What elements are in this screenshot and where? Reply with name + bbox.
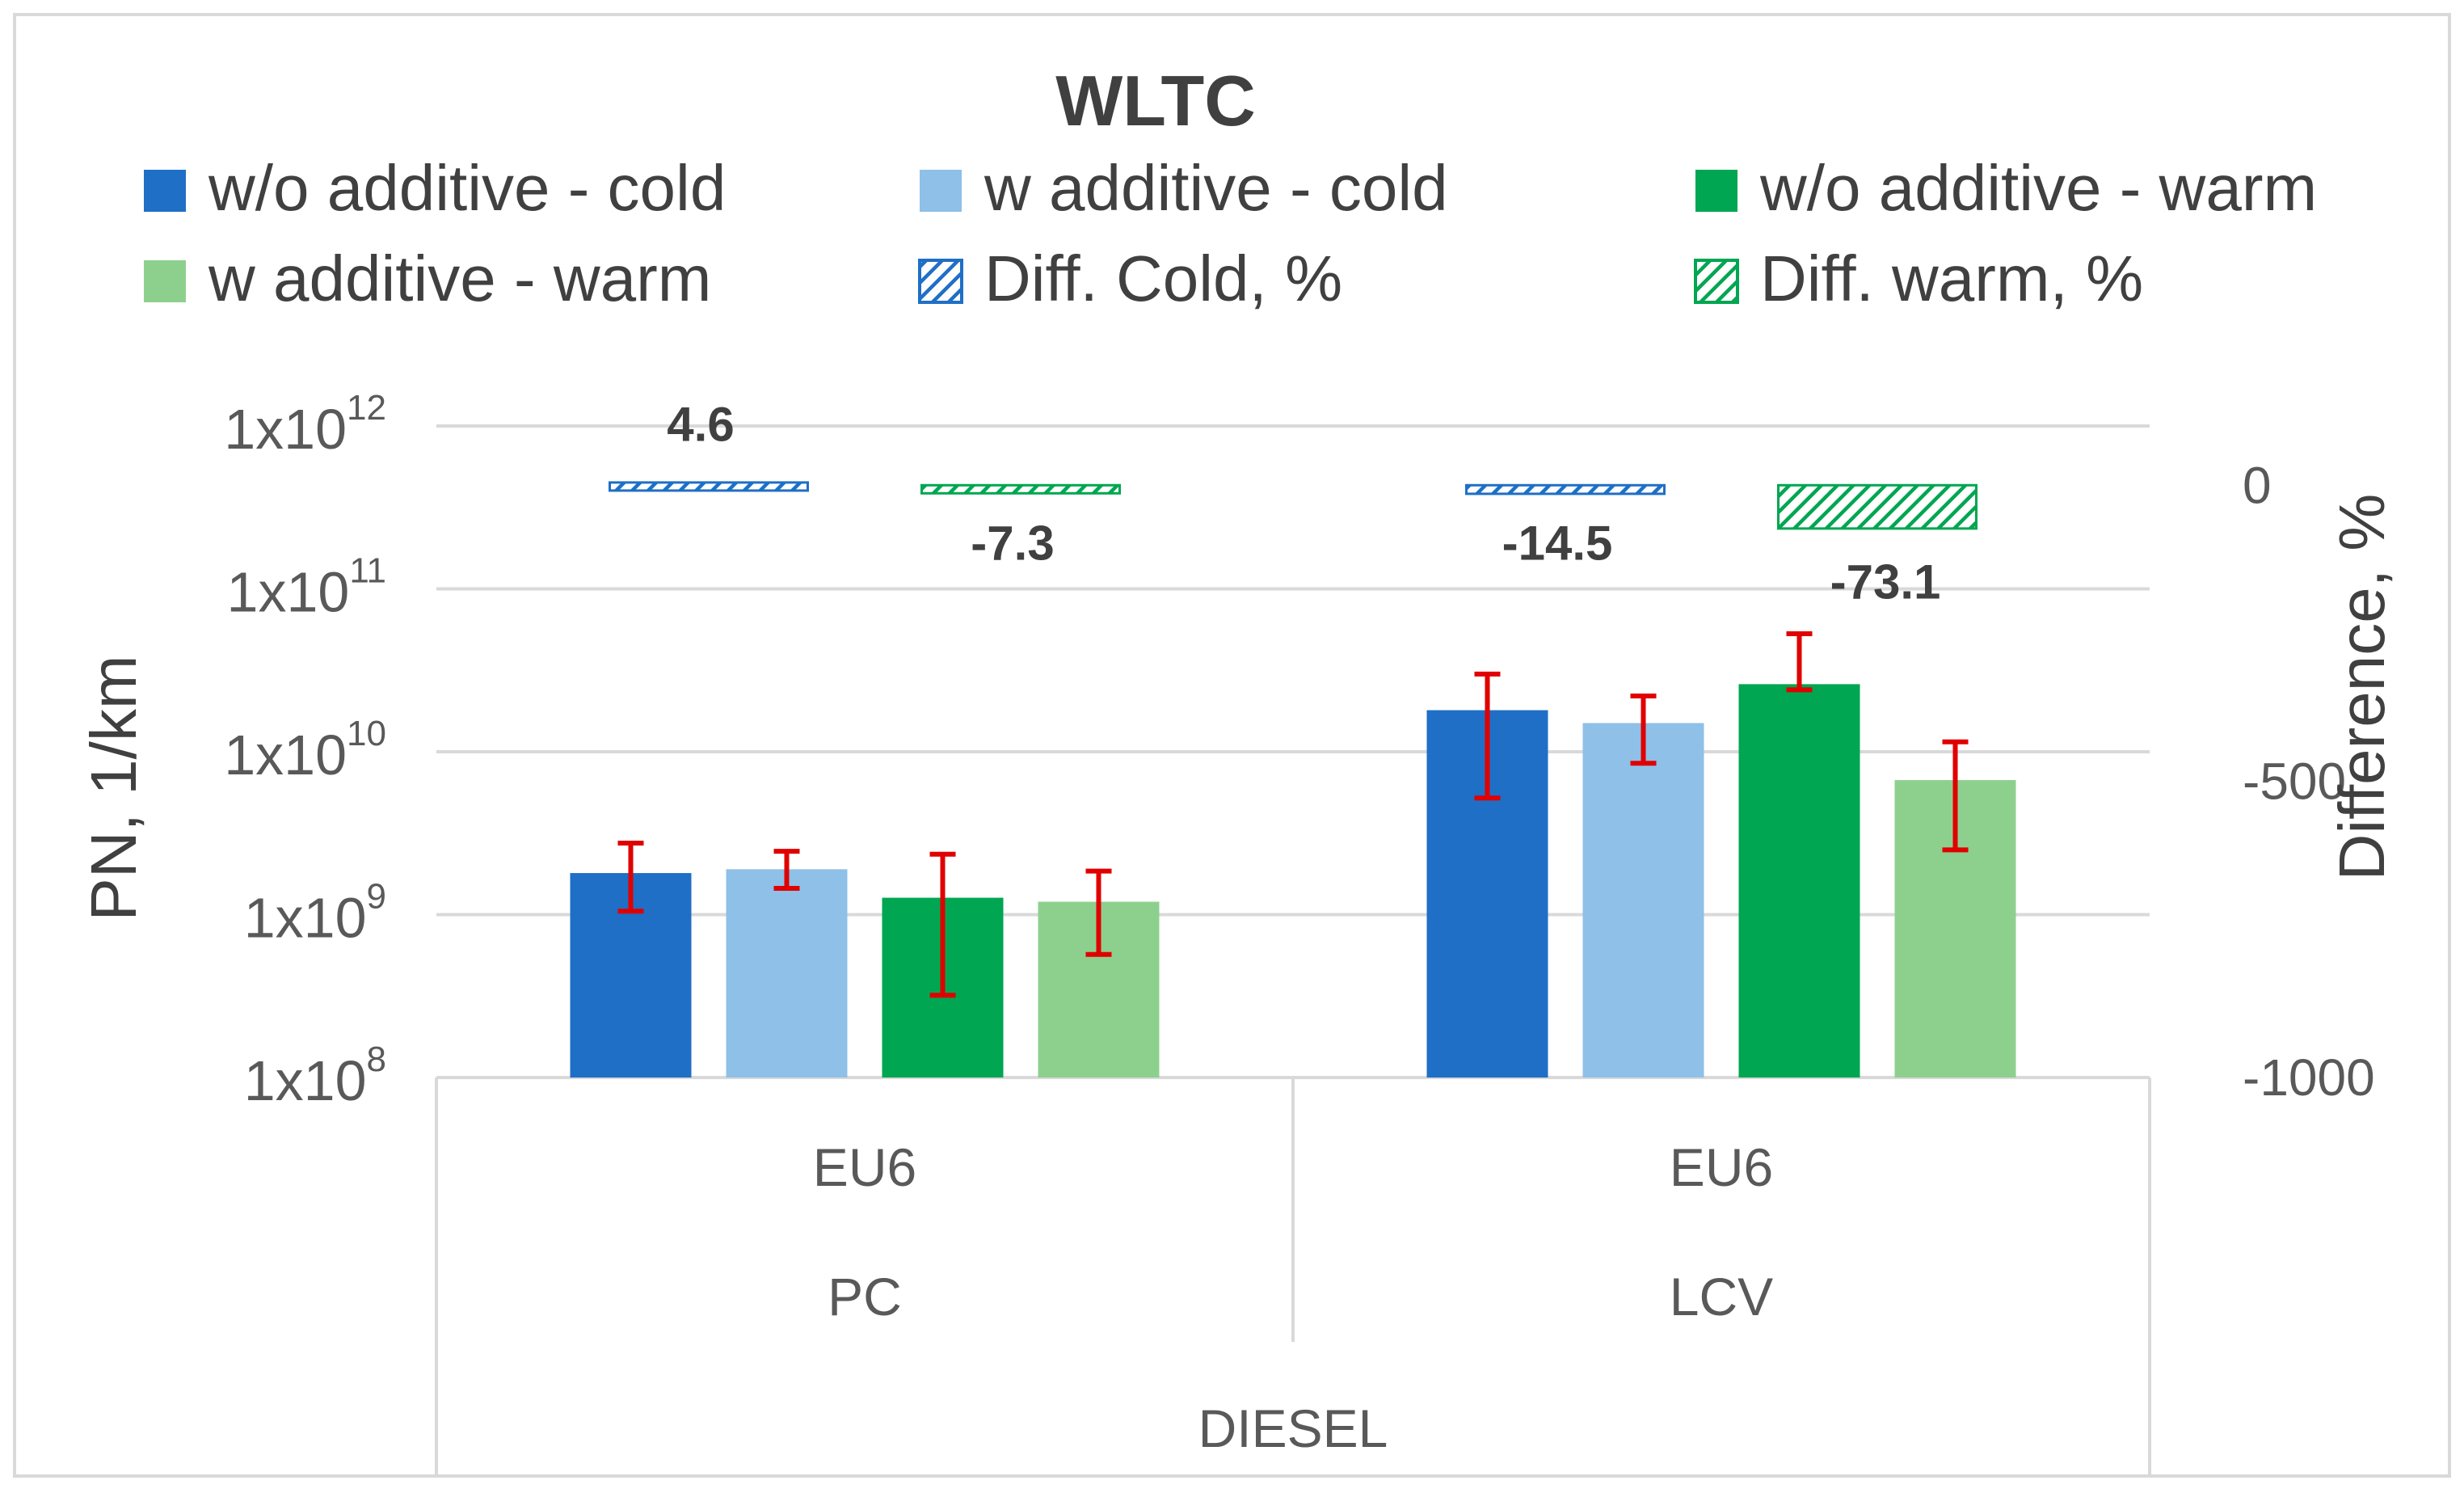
y2-tick-label: -500 <box>2243 753 2346 811</box>
x-group-label: PC <box>828 1267 902 1326</box>
bar <box>1738 684 1860 1078</box>
difference-bar <box>1465 483 1666 496</box>
bar <box>726 869 848 1078</box>
chart-title: WLTC <box>1055 61 1256 141</box>
legend-swatch <box>920 170 962 212</box>
y2-tick-label: 0 <box>2243 456 2272 514</box>
bar <box>1582 723 1704 1078</box>
legend-swatch <box>1694 259 1739 304</box>
y-tick-label: 1x109 <box>244 877 386 950</box>
difference-bar <box>1777 483 1978 530</box>
difference-bar <box>609 481 809 492</box>
chart-frame <box>13 13 2451 1478</box>
error-bars <box>617 631 1969 998</box>
legend-item-label: w/o additive - warm <box>1759 152 2317 224</box>
bars <box>570 684 2016 1078</box>
y2-axis-label: Difference, % <box>2326 494 2398 881</box>
y-tick-label: 1x108 <box>244 1040 386 1112</box>
difference-label: -7.3 <box>971 516 1054 570</box>
x-tick-label: EU6 <box>813 1137 916 1197</box>
x-axis: EU6 PC EU6 LCV DIESEL <box>435 1078 2151 1476</box>
legend-item-label: Diff. warm, % <box>1760 243 2143 314</box>
legend-item-label: Diff. Cold, % <box>984 243 1342 314</box>
y2-axis-ticks: 0 -500 -1000 <box>2243 456 2375 1107</box>
legend-item-label: w additive - warm <box>208 243 711 314</box>
x-group-label: LCV <box>1670 1267 1773 1326</box>
difference-bar <box>920 483 1121 495</box>
legend: w/o additive - cold w additive - cold w/o … <box>144 152 2317 314</box>
legend-swatch <box>918 259 963 304</box>
y-axis-label: PN, 1/km <box>78 656 150 922</box>
y2-tick-label: -1000 <box>2243 1048 2375 1107</box>
legend-swatch <box>1695 170 1737 212</box>
legend-item-label: w/o additive - cold <box>208 152 726 224</box>
legend-swatch <box>144 170 186 212</box>
difference-label: -14.5 <box>1502 516 1613 570</box>
x-supergroup-label: DIESEL <box>1198 1398 1388 1458</box>
difference-markers: 4.6 -14.5 -7.3 -73.1 <box>609 397 1978 609</box>
legend-item-label: w additive - cold <box>983 152 1448 224</box>
difference-label: 4.6 <box>667 397 734 451</box>
difference-label: -73.1 <box>1830 555 1941 609</box>
x-tick-label: EU6 <box>1670 1137 1773 1197</box>
legend-swatch <box>144 260 186 302</box>
